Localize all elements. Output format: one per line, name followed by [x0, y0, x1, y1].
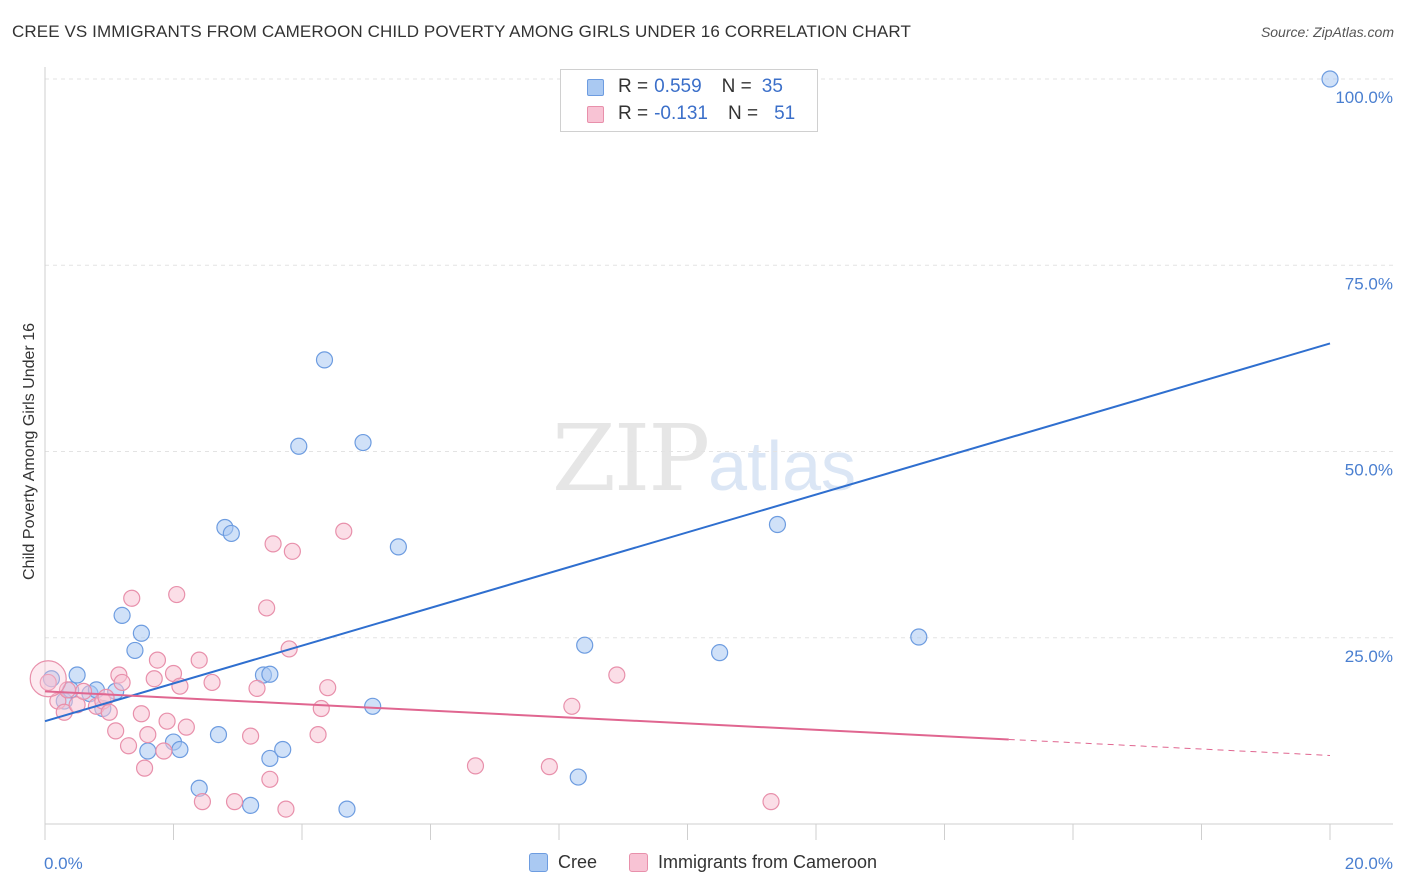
watermark-zip: ZIP — [552, 405, 710, 512]
cameroon-point — [283, 542, 301, 560]
cameroon-point — [335, 522, 353, 540]
cameroon-point — [563, 697, 581, 715]
cree-point — [910, 628, 928, 646]
cameroon-point — [762, 793, 780, 811]
legend-n-label: N = — [721, 76, 752, 97]
legend-swatch-cree — [587, 78, 604, 96]
cameroon-point — [155, 742, 173, 760]
cameroon-point — [113, 673, 131, 692]
cameroon-point — [261, 770, 279, 788]
source-label: Source: ZipAtlas.com — [1260, 24, 1394, 40]
legend-swatch-cameroon — [587, 105, 604, 123]
cree-point — [68, 666, 86, 684]
cree-trendline — [44, 342, 1331, 723]
watermark-atlas: atlas — [708, 427, 857, 505]
series-swatch-cameroon — [628, 853, 648, 872]
cree-point — [242, 796, 260, 814]
cree-point — [354, 433, 372, 452]
cree-point — [338, 800, 356, 818]
cameroon-point — [248, 679, 266, 698]
cameroon-point — [193, 793, 212, 811]
y-axis-label: Child Poverty Among Girls Under 16 — [21, 323, 38, 580]
cree-point — [139, 742, 157, 760]
cameroon-point — [264, 535, 282, 553]
cameroon-point — [119, 737, 138, 755]
legend-row-cree: R = 0.559 N = 35 — [587, 76, 783, 98]
cameroon-point — [225, 793, 244, 811]
legend-n-value: 35 — [761, 76, 783, 97]
cameroon-point — [258, 599, 276, 617]
y-tick-label: 100.0% — [1335, 88, 1393, 107]
cree-point — [768, 515, 787, 534]
legend-r-label: R = — [618, 76, 649, 97]
cree-point — [132, 624, 150, 642]
series-legend: Cree Immigrants from Cameroon — [0, 852, 1406, 873]
cree-point — [222, 524, 240, 543]
cameroon-trendline — [44, 690, 1009, 741]
cameroon-point — [29, 660, 67, 698]
cree-point — [274, 740, 292, 759]
series-legend-cree[interactable]: Cree — [528, 852, 597, 873]
legend-r-value: -0.131 — [654, 103, 708, 124]
cree-point — [171, 740, 189, 759]
cree-point — [1321, 70, 1339, 88]
legend-r-value: 0.559 — [654, 76, 702, 97]
cree-point — [261, 665, 279, 683]
watermark: ZIPatlas — [552, 405, 856, 512]
series-label-cree: Cree — [557, 852, 597, 872]
cameroon-point — [203, 673, 221, 692]
cree-point — [126, 641, 144, 660]
cameroon-point — [319, 679, 337, 697]
cree-point — [711, 644, 729, 662]
cameroon-point — [312, 699, 330, 718]
series-legend-cameroon[interactable]: Immigrants from Cameroon — [628, 852, 878, 873]
cree-point — [261, 749, 279, 768]
cameroon-point — [135, 759, 154, 777]
chart-title: CREE VS IMMIGRANTS FROM CAMEROON CHILD P… — [12, 22, 911, 41]
legend-r-label: R = — [618, 103, 649, 124]
cree-point — [290, 437, 308, 455]
cree-point — [364, 697, 382, 715]
cree-point — [315, 351, 334, 369]
cree-point — [576, 636, 594, 654]
cameroon-point — [145, 670, 163, 688]
cameroon-point — [177, 718, 195, 736]
cree-point — [569, 768, 587, 786]
y-tick-label: 25.0% — [1345, 647, 1393, 666]
cameroon-point — [107, 722, 125, 740]
cameroon-point — [132, 705, 150, 723]
cameroon-point — [540, 758, 558, 776]
cree-point — [389, 538, 407, 556]
cameroon-point — [148, 651, 167, 669]
cameroon-point — [158, 712, 176, 730]
x-tick-label: 20.0% — [1345, 854, 1393, 873]
cameroon-point — [190, 651, 208, 669]
legend-row-cameroon: R = -0.131 N = 51 — [587, 103, 795, 125]
cameroon-point — [139, 725, 157, 744]
cameroon-point — [39, 673, 57, 692]
series-swatch-cree — [528, 853, 548, 872]
cree-point — [113, 606, 131, 625]
cameroon-point — [74, 682, 93, 700]
cameroon-point — [277, 800, 295, 818]
cameroon-point — [309, 725, 327, 744]
y-tick-label: 75.0% — [1345, 274, 1393, 293]
correlation-legend: R = 0.559 N = 35 R = -0.131 N = 51 — [560, 69, 818, 132]
cameroon-point — [123, 589, 141, 607]
cameroon-point — [466, 757, 485, 775]
cree-point — [209, 725, 228, 744]
legend-n-value: 51 — [774, 103, 796, 124]
series-label-cameroon: Immigrants from Cameroon — [657, 852, 878, 872]
x-tick-label: 0.0% — [44, 854, 83, 873]
cameroon-point — [100, 703, 118, 721]
y-tick-label: 50.0% — [1345, 461, 1393, 480]
cameroon-point — [608, 666, 626, 684]
cameroon-point — [168, 585, 186, 604]
cameroon-trendline-extension — [1008, 738, 1331, 756]
cameroon-point — [242, 727, 260, 745]
legend-n-label: N = — [727, 103, 759, 124]
